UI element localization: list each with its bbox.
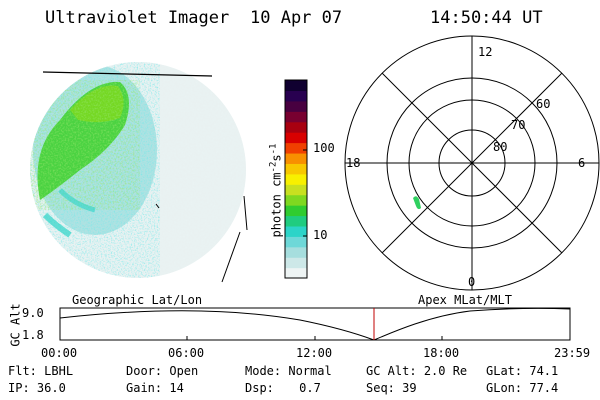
color-bar-segment [285, 246, 307, 258]
colorbar-unit-label: photon cm-2s-1 [268, 143, 284, 238]
time-tick-1800: 18:00 [423, 346, 460, 360]
color-bar-segment [285, 132, 307, 144]
color-bar-segment [285, 90, 307, 102]
status-filter: Flt: LBHL [8, 364, 74, 378]
mlt-label-18: 18 [346, 156, 361, 170]
color-bar-segment [285, 163, 307, 175]
color-bar-segment [285, 194, 307, 206]
color-bar-segment [285, 215, 307, 227]
date-label: 10 Apr 07 [250, 8, 343, 28]
color-bar-segment [285, 225, 307, 237]
colorbar-tick-10: 10 [313, 228, 328, 242]
mlt-label-6: 6 [578, 156, 586, 170]
status-dsp: Dsp: 0.7 [245, 381, 321, 395]
color-bar-segment [285, 173, 307, 185]
altitude-strip [59, 307, 571, 341]
color-bar-segment [285, 152, 307, 164]
color-bar-segment [285, 80, 307, 92]
limb-line-upper [243, 195, 248, 231]
mlat-label-70: 70 [511, 118, 526, 132]
color-bar-segment [285, 205, 307, 217]
color-bar-segment [285, 257, 307, 269]
instrument-title: Ultraviolet Imager [45, 8, 230, 28]
gc-alt-axis-label: GC Alt [8, 303, 23, 347]
geographic-label: Geographic Lat/Lon [72, 293, 203, 307]
mlat-label-80: 80 [493, 140, 508, 154]
color-bar-frame [284, 79, 308, 279]
color-bar-segment [285, 100, 307, 112]
color-bar-segment [285, 121, 307, 133]
apex-label: Apex MLat/MLT [418, 293, 512, 307]
uv-image [30, 62, 246, 278]
status-gc-alt: GC Alt: 2.0 Re [366, 364, 468, 378]
status-gain: Gain: 14 [126, 381, 184, 395]
status-mode: Mode: Normal [245, 364, 332, 378]
time-tick-2359: 23:59 [554, 346, 591, 360]
mlat-label-60: 60 [536, 97, 551, 111]
time-label: 14:50:44 UT [430, 8, 543, 28]
mlt-label-12: 12 [478, 45, 493, 59]
colorbar-tick-100: 100 [313, 141, 335, 155]
gc-alt-top-value: 9.0 [22, 306, 44, 320]
time-tick-1200: 12:00 [296, 346, 333, 360]
time-tick-0000: 00:00 [41, 346, 78, 360]
time-tick-0600: 06:00 [168, 346, 205, 360]
color-bar-segment [285, 267, 307, 279]
color-bar-segment [285, 111, 307, 123]
horizon-line [42, 71, 213, 77]
status-seq: Seq: 39 [366, 381, 417, 395]
color-bar-segment [285, 236, 307, 248]
status-glat: GLat: 74.1 [486, 364, 559, 378]
status-door: Door: Open [126, 364, 199, 378]
auroral-spot [413, 196, 421, 210]
polar-plot [344, 35, 600, 291]
gc-alt-bottom-value: 1.8 [22, 328, 44, 342]
color-bar-segment [285, 142, 307, 154]
color-bar [285, 80, 307, 279]
color-bar-segment [285, 184, 307, 196]
mlt-label-0: 0 [468, 275, 476, 289]
limb-line-lower [221, 231, 241, 283]
status-glon: GLon: 77.4 [486, 381, 559, 395]
status-ip: IP: 36.0 [8, 381, 66, 395]
